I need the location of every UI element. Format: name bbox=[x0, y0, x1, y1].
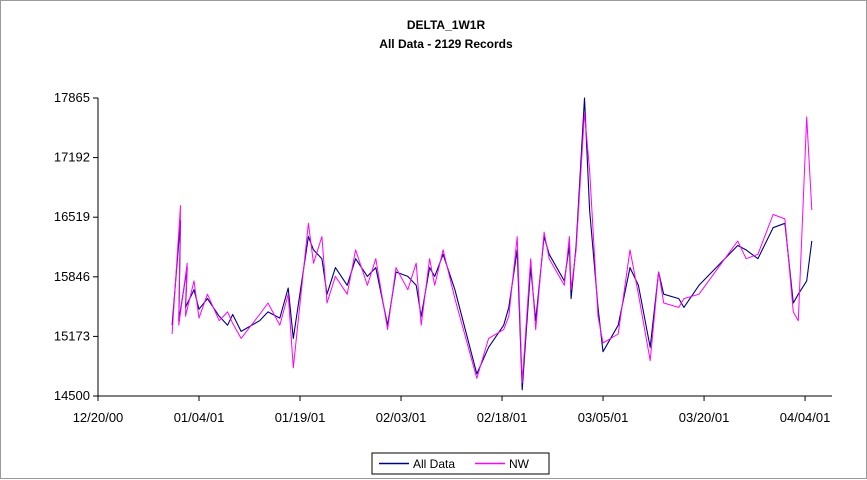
legend-box bbox=[371, 452, 550, 475]
series-lines bbox=[171, 97, 813, 391]
x-tick-label: 01/19/01 bbox=[275, 410, 326, 425]
y-tick-label: 15173 bbox=[54, 328, 90, 343]
x-tick-label: 03/20/01 bbox=[679, 410, 730, 425]
legend: All Data NW bbox=[371, 452, 550, 475]
series-line-nw bbox=[171, 112, 813, 384]
chart-title: DELTA_1W1R bbox=[407, 18, 486, 32]
legend-label-nw: NW bbox=[509, 457, 530, 471]
x-tick-label: 12/20/00 bbox=[73, 410, 124, 425]
y-tick-label: 17865 bbox=[54, 90, 90, 105]
x-tick-label: 04/04/01 bbox=[780, 410, 831, 425]
x-tick-label: 02/03/01 bbox=[376, 410, 427, 425]
y-axis: 14500 15173 15846 16519 17192 17865 bbox=[54, 90, 99, 403]
x-tick-label: 01/04/01 bbox=[174, 410, 225, 425]
x-axis: 12/20/00 01/04/01 01/19/01 02/03/01 02/18/01… bbox=[73, 395, 832, 425]
legend-label-all-data: All Data bbox=[413, 457, 455, 471]
x-tick-label: 02/18/01 bbox=[477, 410, 528, 425]
y-tick-label: 15846 bbox=[54, 269, 90, 284]
x-tick-label: 03/05/01 bbox=[578, 410, 629, 425]
chart-subtitle: All Data - 2129 Records bbox=[379, 37, 513, 51]
y-tick-label: 14500 bbox=[54, 388, 90, 403]
series-line-all-data bbox=[171, 97, 813, 391]
y-tick-label: 16519 bbox=[54, 209, 90, 224]
y-tick-label: 17192 bbox=[54, 150, 90, 165]
